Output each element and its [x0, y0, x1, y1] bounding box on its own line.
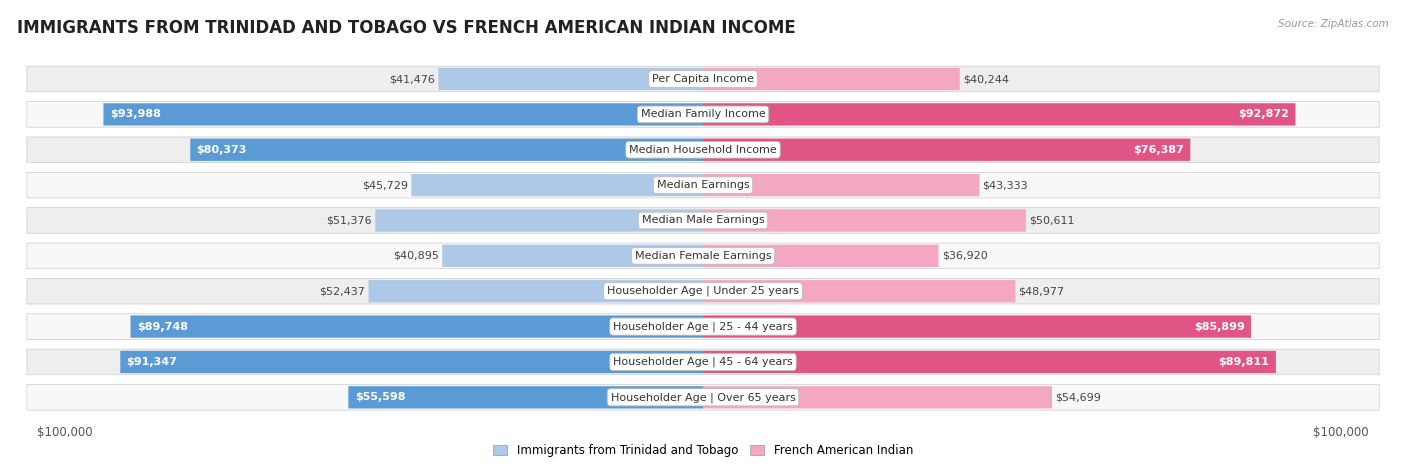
FancyBboxPatch shape	[703, 245, 939, 267]
FancyBboxPatch shape	[27, 137, 1379, 163]
FancyBboxPatch shape	[441, 245, 703, 267]
Text: $54,699: $54,699	[1054, 392, 1101, 402]
FancyBboxPatch shape	[121, 351, 703, 373]
Text: Householder Age | 45 - 64 years: Householder Age | 45 - 64 years	[613, 357, 793, 367]
Text: $48,977: $48,977	[1018, 286, 1064, 296]
Text: $51,376: $51,376	[326, 215, 373, 226]
Text: $91,347: $91,347	[127, 357, 177, 367]
Text: $80,373: $80,373	[197, 145, 247, 155]
Text: $92,872: $92,872	[1239, 109, 1289, 120]
Text: $52,437: $52,437	[319, 286, 366, 296]
FancyBboxPatch shape	[27, 243, 1379, 269]
FancyBboxPatch shape	[439, 68, 703, 90]
Text: $85,899: $85,899	[1194, 322, 1244, 332]
FancyBboxPatch shape	[703, 68, 960, 90]
Text: Householder Age | 25 - 44 years: Householder Age | 25 - 44 years	[613, 321, 793, 332]
Text: Median Family Income: Median Family Income	[641, 109, 765, 120]
Text: $55,598: $55,598	[354, 392, 405, 402]
FancyBboxPatch shape	[27, 278, 1379, 304]
Text: $50,611: $50,611	[1029, 215, 1074, 226]
FancyBboxPatch shape	[27, 349, 1379, 375]
Text: Median Female Earnings: Median Female Earnings	[634, 251, 772, 261]
Legend: Immigrants from Trinidad and Tobago, French American Indian: Immigrants from Trinidad and Tobago, Fre…	[488, 439, 918, 462]
FancyBboxPatch shape	[412, 174, 703, 196]
FancyBboxPatch shape	[368, 280, 703, 302]
FancyBboxPatch shape	[104, 103, 703, 126]
Text: $43,333: $43,333	[983, 180, 1028, 190]
FancyBboxPatch shape	[131, 315, 703, 338]
Text: Householder Age | Under 25 years: Householder Age | Under 25 years	[607, 286, 799, 297]
Text: $40,244: $40,244	[963, 74, 1010, 84]
FancyBboxPatch shape	[27, 66, 1379, 92]
FancyBboxPatch shape	[27, 208, 1379, 234]
FancyBboxPatch shape	[703, 174, 980, 196]
FancyBboxPatch shape	[703, 386, 1052, 409]
Text: $89,748: $89,748	[136, 322, 188, 332]
Text: $41,476: $41,476	[389, 74, 436, 84]
Text: $45,729: $45,729	[363, 180, 408, 190]
FancyBboxPatch shape	[27, 102, 1379, 127]
FancyBboxPatch shape	[703, 103, 1295, 126]
FancyBboxPatch shape	[190, 139, 703, 161]
Text: Per Capita Income: Per Capita Income	[652, 74, 754, 84]
FancyBboxPatch shape	[703, 209, 1026, 232]
FancyBboxPatch shape	[27, 172, 1379, 198]
Text: $93,988: $93,988	[110, 109, 160, 120]
FancyBboxPatch shape	[703, 280, 1015, 302]
Text: IMMIGRANTS FROM TRINIDAD AND TOBAGO VS FRENCH AMERICAN INDIAN INCOME: IMMIGRANTS FROM TRINIDAD AND TOBAGO VS F…	[17, 19, 796, 37]
FancyBboxPatch shape	[703, 315, 1251, 338]
Text: $40,895: $40,895	[394, 251, 439, 261]
Text: $89,811: $89,811	[1219, 357, 1270, 367]
FancyBboxPatch shape	[349, 386, 703, 409]
FancyBboxPatch shape	[27, 384, 1379, 410]
FancyBboxPatch shape	[703, 351, 1275, 373]
Text: Median Earnings: Median Earnings	[657, 180, 749, 190]
FancyBboxPatch shape	[375, 209, 703, 232]
FancyBboxPatch shape	[703, 139, 1191, 161]
Text: Householder Age | Over 65 years: Householder Age | Over 65 years	[610, 392, 796, 403]
Text: $76,387: $76,387	[1133, 145, 1184, 155]
Text: Median Household Income: Median Household Income	[628, 145, 778, 155]
FancyBboxPatch shape	[27, 314, 1379, 340]
Text: $36,920: $36,920	[942, 251, 987, 261]
Text: Median Male Earnings: Median Male Earnings	[641, 215, 765, 226]
Text: Source: ZipAtlas.com: Source: ZipAtlas.com	[1278, 19, 1389, 28]
